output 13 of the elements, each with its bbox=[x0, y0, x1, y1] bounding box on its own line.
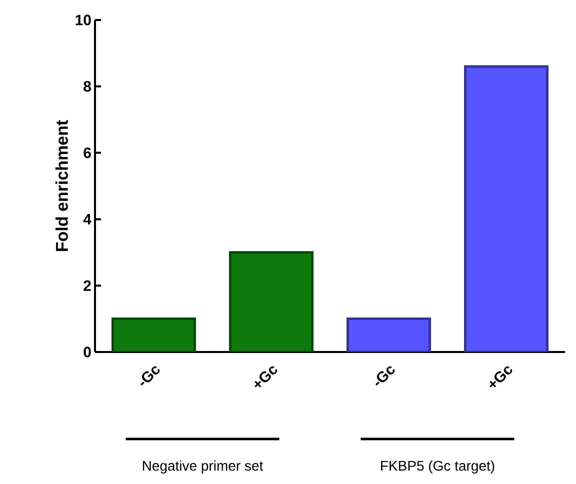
y-tick-label: 4 bbox=[83, 214, 92, 224]
x-tick-label: +Gc bbox=[254, 366, 278, 388]
text: FKBP5 (Gc target) bbox=[381, 460, 494, 474]
y-tick-label: 2 bbox=[84, 280, 91, 291]
y-axis-title: Fold enrichment bbox=[55, 120, 68, 251]
x-tick-label: -Gc bbox=[140, 366, 160, 386]
x-tick-label: -Gc bbox=[375, 366, 395, 386]
y-tick-label: 8 bbox=[84, 81, 92, 92]
text: Negative primer set bbox=[142, 460, 264, 474]
x-tick-label: +Gc bbox=[490, 366, 512, 388]
y-tick-label: 0 bbox=[84, 346, 91, 358]
y-tick-label: 10 bbox=[76, 14, 91, 26]
y-tick-label: 6 bbox=[84, 147, 91, 158]
